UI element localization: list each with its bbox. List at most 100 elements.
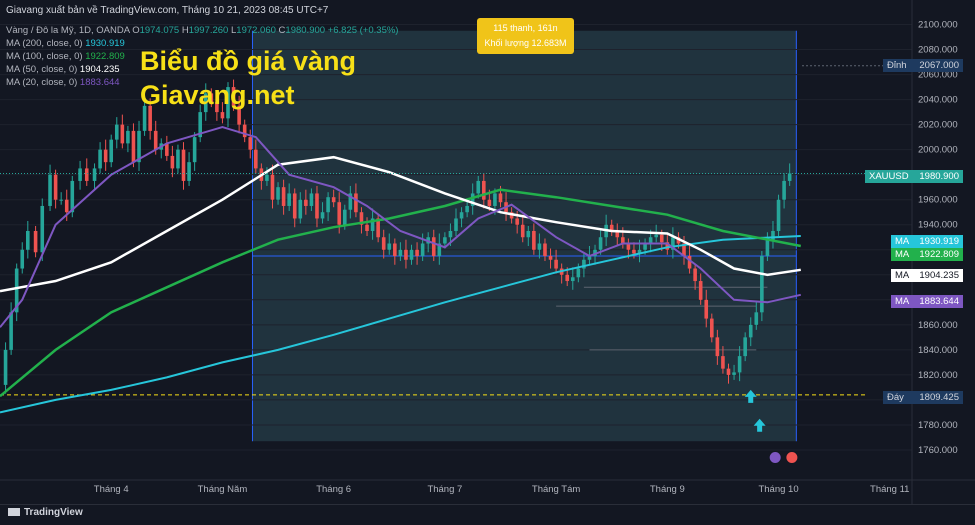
xauusd-price-tag: XAUUSD 1980.900	[865, 170, 963, 183]
candle-body	[92, 168, 97, 181]
y-tick-label: 1840.000	[918, 345, 958, 356]
publish-header: Giavang xuất bản về TradingView.com, Thá…	[6, 5, 329, 16]
up-arrow-icon	[753, 418, 766, 432]
close-label: C	[278, 25, 286, 36]
x-tick-label: Tháng 10	[758, 484, 798, 495]
ma200-line	[0, 235, 801, 414]
candle-body	[615, 230, 620, 238]
candle-body	[331, 197, 336, 203]
candle-body	[137, 130, 141, 163]
y-tick-label: 2020.000	[918, 120, 958, 131]
candle-body	[176, 149, 180, 169]
high-value: 1997.260	[188, 25, 229, 36]
candle-body	[276, 187, 280, 200]
range-volume: Khối lượng 12.683M	[484, 38, 567, 48]
candle-body	[393, 243, 397, 257]
candle-body	[84, 168, 89, 181]
candle-body	[270, 174, 275, 200]
ma20-price-tag: MA 1883.644	[891, 295, 963, 308]
candle-body	[287, 193, 291, 206]
candle-body	[459, 212, 464, 219]
candle-body	[537, 243, 542, 250]
y-tick-label: 2040.000	[918, 95, 958, 106]
candle-body	[192, 137, 197, 163]
indicator-label: MA (200, close, 0)	[6, 38, 83, 49]
candle-body	[64, 199, 69, 213]
candle-body	[387, 243, 392, 250]
indicator-value: 1922.809	[85, 51, 125, 62]
y-tick-label: 2100.000	[918, 20, 958, 31]
flag-event-icon	[785, 450, 799, 464]
candle-body	[554, 259, 558, 269]
tag-label: MA	[895, 236, 910, 247]
candle-body	[14, 268, 19, 313]
tag-value: 1883.644	[919, 296, 959, 307]
tag-label: Đáy	[887, 392, 904, 403]
tag-value: 1922.809	[919, 249, 959, 260]
candle-body	[676, 237, 681, 244]
candle-body	[609, 224, 614, 231]
candle-body	[498, 193, 503, 203]
range-tooltip: 115 thanh, 161n Khối lượng 12.683M	[477, 18, 574, 54]
open-value: 1974.075	[139, 25, 180, 36]
candle-body	[103, 149, 108, 163]
candle-body	[98, 149, 102, 169]
candle-body	[437, 243, 442, 257]
ma200-price-tag: MA 1930.919	[891, 235, 963, 248]
indicator-ma200[interactable]: MA (200, close, 0) 1930.919	[6, 37, 125, 50]
candle-body	[726, 368, 731, 375]
candle-body	[443, 237, 447, 244]
y-tick-label: 1940.000	[918, 220, 958, 231]
candle-body	[582, 259, 586, 269]
candle-body	[526, 230, 531, 238]
candle-body	[754, 312, 759, 325]
indicator-value: 1904.235	[79, 64, 120, 75]
candle-body	[570, 277, 575, 282]
candle-body	[543, 243, 547, 257]
candle-body	[78, 168, 82, 181]
candle-body	[732, 372, 736, 375]
candle-body	[126, 130, 130, 144]
close-value: 1980.900	[285, 25, 326, 36]
candle-body	[782, 180, 786, 200]
candle-body	[148, 105, 152, 131]
candle-body	[109, 139, 114, 163]
candle-body	[198, 112, 202, 138]
candle-body	[470, 193, 475, 206]
tag-value: 2067.000	[919, 60, 959, 71]
y-tick-label: 1760.000	[918, 445, 958, 456]
candle-body	[532, 230, 536, 250]
candle-body	[715, 337, 720, 357]
tradingview-logo[interactable]: TradingView	[8, 507, 83, 518]
tag-value: 1930.919	[919, 236, 959, 247]
candle-body	[515, 218, 519, 225]
candle-body	[648, 237, 653, 244]
candle-body	[226, 87, 230, 119]
indicator-ma20[interactable]: MA (20, close, 0) 1883.644	[6, 76, 120, 89]
change-value: +6.825 (+0.35%)	[327, 25, 399, 36]
candle-body	[326, 197, 330, 213]
candle-body	[203, 93, 208, 113]
y-tick-label: 1960.000	[918, 195, 958, 206]
candle-body	[765, 239, 770, 257]
tag-label: MA	[895, 270, 910, 281]
candle-body	[309, 193, 314, 206]
candle-body	[632, 249, 636, 254]
candle-body	[565, 274, 570, 282]
indicator-ma50[interactable]: MA (50, close, 0) 1904.235	[6, 63, 120, 76]
candle-body	[710, 318, 714, 338]
indicator-ma100[interactable]: MA (100, close, 0) 1922.809	[6, 50, 125, 63]
candle-body	[292, 193, 297, 219]
candle-body	[320, 212, 325, 219]
x-tick-label: Tháng Năm	[198, 484, 248, 495]
x-tick-label: Tháng 11	[870, 484, 909, 495]
candle-body	[482, 180, 486, 200]
candle-body	[248, 137, 253, 150]
candle-body	[704, 299, 709, 319]
candle-body	[242, 124, 247, 138]
candle-body	[215, 102, 219, 113]
symbol-name: Vàng / Đô la Mỹ, 1D, OANDA	[6, 25, 130, 36]
candle-body	[448, 230, 453, 238]
candle-body	[737, 356, 742, 373]
